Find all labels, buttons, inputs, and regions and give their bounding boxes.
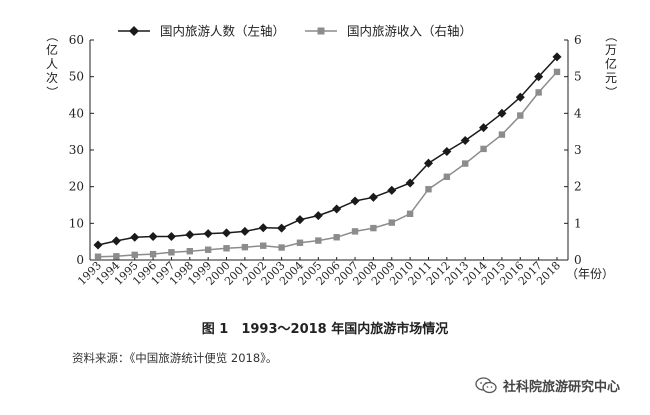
point-revenue	[204, 246, 212, 253]
axis-title-char: （	[45, 30, 59, 42]
point-revenue	[480, 145, 487, 153]
series-layer	[93, 52, 562, 260]
point-visitors	[405, 178, 415, 188]
point-revenue	[149, 250, 157, 258]
wechat-icon	[475, 377, 497, 394]
point-visitors	[332, 204, 342, 214]
point-visitors	[277, 223, 287, 233]
point-revenue	[388, 219, 395, 226]
axis-title-char: 元	[605, 71, 617, 85]
point-visitors	[185, 230, 195, 240]
right-axis-ticks: 0 1 2 3 4 5 6	[564, 33, 582, 267]
right-tick-label: 0	[574, 253, 582, 267]
point-revenue	[443, 173, 451, 180]
point-visitors	[350, 196, 360, 206]
series-line-visitors	[97, 56, 558, 246]
point-revenue	[333, 234, 340, 241]
point-revenue	[425, 186, 432, 193]
point-visitors	[240, 226, 250, 236]
point-revenue	[462, 160, 469, 167]
point-revenue	[260, 242, 267, 249]
legend-label-revenue: 国内旅游收入（右轴）	[347, 24, 472, 39]
right-tick-label: 5	[574, 70, 582, 84]
point-revenue	[241, 243, 249, 251]
point-revenue	[370, 224, 377, 232]
point-revenue	[94, 253, 102, 260]
point-visitors	[111, 236, 121, 246]
axis-title-char: 亿	[46, 42, 58, 57]
point-revenue	[278, 244, 285, 251]
chart: 国内旅游人数（左轴） 国内旅游收入（右轴） 0 10 20 30 40 50 60 0 1 2 3…	[45, 24, 618, 288]
point-visitors	[93, 240, 103, 250]
point-visitors	[442, 146, 452, 156]
axis-title-char: 万	[605, 43, 617, 57]
point-visitors	[221, 228, 232, 238]
point-visitors	[387, 185, 397, 195]
left-tick-label: 60	[69, 33, 84, 47]
watermark: 社科院旅游研究中心	[475, 376, 620, 395]
axis-title-char: （	[604, 30, 618, 42]
point-visitors	[166, 232, 176, 242]
point-visitors	[460, 135, 470, 145]
point-revenue	[113, 253, 120, 260]
point-revenue	[498, 131, 506, 138]
series-line-revenue	[97, 71, 558, 258]
legend-marker-visitors	[129, 26, 139, 36]
point-visitors	[258, 223, 268, 233]
axis-title-char: ）	[604, 86, 618, 98]
watermark-text: 社科院旅游研究中心	[502, 380, 620, 395]
legend-marker-revenue	[317, 27, 325, 35]
plot-frame	[89, 40, 569, 261]
point-revenue	[351, 228, 359, 235]
point-visitors	[203, 229, 213, 239]
right-tick-label: 2	[574, 180, 582, 194]
axis-title-char: 次	[46, 71, 58, 85]
left-axis-title: （亿人次）	[45, 30, 59, 98]
source-note: 资料来源：《中国旅游统计便览 2018》。	[72, 351, 278, 365]
point-visitors	[368, 192, 378, 202]
right-tick-label: 4	[574, 106, 582, 120]
point-visitors	[295, 215, 305, 225]
point-revenue	[315, 237, 322, 244]
point-revenue	[131, 251, 138, 259]
point-visitors	[313, 211, 323, 221]
x-axis-ticks: 1993199419951996199719981999200020012002…	[75, 257, 563, 288]
left-tick-label: 40	[69, 106, 84, 120]
point-revenue	[296, 239, 304, 246]
point-revenue	[406, 210, 414, 217]
legend: 国内旅游人数（左轴） 国内旅游收入（右轴）	[118, 24, 472, 39]
point-revenue	[517, 112, 524, 119]
point-revenue	[186, 248, 193, 255]
right-tick-label: 6	[574, 33, 582, 47]
right-tick-label: 1	[574, 216, 582, 230]
point-visitors	[130, 232, 140, 242]
right-tick-label: 3	[574, 143, 582, 157]
axis-title-char: 亿	[605, 56, 617, 71]
left-tick-label: 0	[76, 253, 84, 267]
left-tick-label: 30	[69, 143, 84, 157]
legend-label-visitors: 国内旅游人数（左轴）	[160, 24, 285, 39]
x-axis-title: （年份）	[566, 267, 614, 281]
left-tick-label: 20	[69, 180, 84, 194]
point-revenue	[553, 68, 561, 76]
point-revenue	[168, 249, 175, 256]
axis-title-char: 人	[46, 57, 58, 71]
figure-caption: 图 1 1993～2018 年国内旅游市场情况	[201, 322, 449, 337]
left-tick-label: 50	[69, 70, 84, 84]
point-revenue	[535, 89, 542, 96]
point-revenue	[223, 245, 230, 252]
left-axis-ticks: 0 10 20 30 40 50 60	[69, 33, 94, 267]
right-axis-title: （万亿元）	[604, 30, 618, 98]
left-tick-label: 10	[69, 216, 84, 230]
point-visitors	[148, 232, 158, 242]
axis-title-char: ）	[45, 86, 59, 98]
